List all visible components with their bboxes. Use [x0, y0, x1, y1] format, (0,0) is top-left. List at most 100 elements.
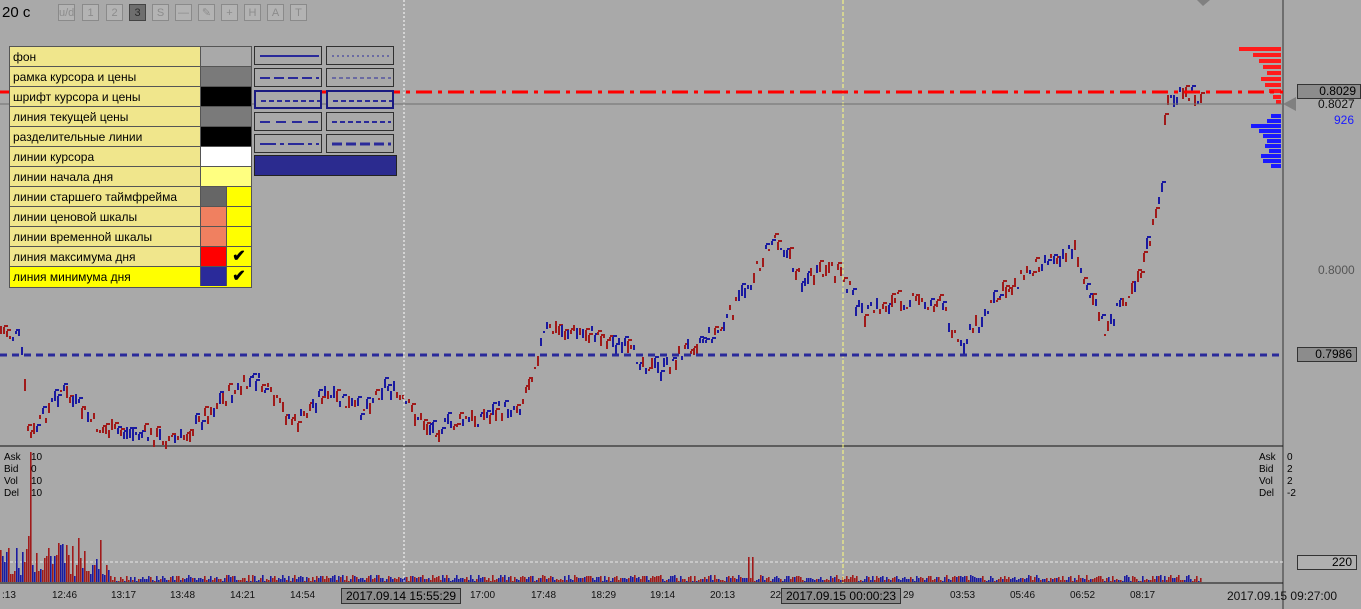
volume-bar: [548, 578, 550, 582]
dom-bid-bar: [1267, 139, 1281, 143]
volume-bar: [250, 581, 252, 582]
settings-row[interactable]: линии временной шкалы: [10, 227, 251, 247]
enable-checkbox[interactable]: [226, 187, 251, 206]
toolbar-button-a[interactable]: A: [267, 4, 284, 21]
enable-checkbox[interactable]: ✔: [226, 247, 251, 266]
volume-bar: [1052, 579, 1054, 582]
toolbar-button-three[interactable]: 3: [129, 4, 146, 21]
line-style-option[interactable]: [254, 46, 322, 65]
color-swatch[interactable]: [200, 227, 227, 246]
volume-bar: [676, 578, 678, 582]
volume-bar: [856, 576, 858, 582]
volume-bar: [412, 576, 414, 582]
tick-bar: [120, 430, 122, 436]
line-style-option[interactable]: [254, 68, 322, 87]
toolbar-button-line[interactable]: —: [175, 4, 192, 21]
depth-of-market-bars: [1239, 47, 1281, 168]
settings-row[interactable]: линия текущей цены: [10, 107, 251, 127]
tick-bar: [381, 388, 383, 400]
tick-bar: [429, 425, 431, 435]
volume-bar: [66, 545, 68, 582]
line-style-option[interactable]: [326, 90, 394, 109]
tick-bar: [243, 375, 245, 382]
tick-mark: [607, 339, 611, 341]
settings-row[interactable]: линии старшего таймфрейма: [10, 187, 251, 207]
line-style-option[interactable]: [326, 46, 394, 65]
color-swatch[interactable]: [200, 167, 251, 186]
selected-color-swatch[interactable]: [254, 155, 397, 176]
tick-bar: [279, 398, 281, 403]
tick-bar: [630, 345, 632, 349]
tick-mark: [376, 389, 380, 391]
time-axis-label: 14:21: [230, 590, 256, 601]
tick-bar: [1032, 273, 1034, 276]
volume-bar: [130, 577, 132, 582]
volume-bar: [774, 577, 776, 582]
line-style-option[interactable]: [254, 134, 322, 153]
volume-bar: [1130, 581, 1132, 582]
color-swatch[interactable]: [200, 67, 251, 86]
settings-row[interactable]: линия максимума дня ✔: [10, 247, 251, 267]
color-swatch[interactable]: [200, 267, 227, 286]
volume-bar: [550, 576, 552, 582]
toolbar-button-h[interactable]: H: [244, 4, 261, 21]
current-price-marker: [1283, 97, 1296, 111]
settings-row[interactable]: разделительные линии: [10, 127, 251, 147]
settings-row[interactable]: шрифт курсора и цены: [10, 87, 251, 107]
line-style-option[interactable]: [254, 90, 322, 109]
volume-bar: [1198, 581, 1200, 582]
line-style-option[interactable]: [326, 112, 394, 131]
volume-bar: [24, 562, 26, 582]
tick-bar: [693, 348, 695, 355]
settings-row[interactable]: линия минимума дня ✔: [10, 267, 251, 287]
tick-bar: [300, 409, 302, 416]
color-swatch[interactable]: [200, 47, 251, 66]
volume-bar: [540, 578, 542, 582]
enable-checkbox[interactable]: ✔: [226, 267, 251, 286]
tick-bar: [846, 289, 848, 293]
tick-bar: [768, 249, 770, 251]
volume-bar: [210, 576, 212, 582]
volume-bar: [1042, 579, 1044, 582]
volume-bar: [386, 579, 388, 582]
tick-bar: [291, 419, 293, 425]
color-swatch[interactable]: [200, 107, 251, 126]
tick-mark: [448, 412, 452, 414]
line-style-option[interactable]: [254, 112, 322, 131]
settings-row[interactable]: рамка курсора и цены: [10, 67, 251, 87]
volume-bar: [674, 575, 676, 582]
toolbar-button-s[interactable]: S: [152, 4, 169, 21]
settings-row[interactable]: фон: [10, 47, 251, 67]
volume-bar: [1152, 576, 1154, 582]
volume-bar: [846, 576, 848, 582]
volume-bar: [84, 551, 86, 582]
settings-row[interactable]: линии ценовой шкалы: [10, 207, 251, 227]
volume-bar: [350, 579, 352, 582]
toolbar-button-updown[interactable]: u/d: [58, 4, 75, 21]
enable-checkbox[interactable]: [226, 227, 251, 246]
toolbar-button-t[interactable]: T: [290, 4, 307, 21]
line-style-option[interactable]: [326, 68, 394, 87]
tick-bar: [1182, 88, 1184, 99]
tick-bar: [366, 399, 368, 409]
toolbar-button-two[interactable]: 2: [106, 4, 123, 21]
volume-bar: [898, 579, 900, 582]
toolbar-button-pencil[interactable]: ✎: [198, 4, 215, 21]
tick-mark: [844, 277, 848, 279]
color-swatch[interactable]: [200, 187, 227, 206]
settings-row[interactable]: линии начала дня: [10, 167, 251, 187]
color-swatch[interactable]: [200, 87, 251, 106]
color-swatch[interactable]: [200, 247, 227, 266]
timeframe-label[interactable]: 20 с: [2, 4, 31, 21]
color-swatch[interactable]: [200, 127, 251, 146]
toolbar-button-crosshair[interactable]: +: [221, 4, 238, 21]
tick-mark: [766, 243, 770, 245]
line-style-option[interactable]: [326, 134, 394, 153]
volume-bar: [492, 575, 494, 582]
toolbar-button-one[interactable]: 1: [82, 4, 99, 21]
color-swatch[interactable]: [200, 147, 251, 166]
settings-row[interactable]: линии курсора: [10, 147, 251, 167]
color-swatch[interactable]: [200, 207, 227, 226]
enable-checkbox[interactable]: [226, 207, 251, 226]
